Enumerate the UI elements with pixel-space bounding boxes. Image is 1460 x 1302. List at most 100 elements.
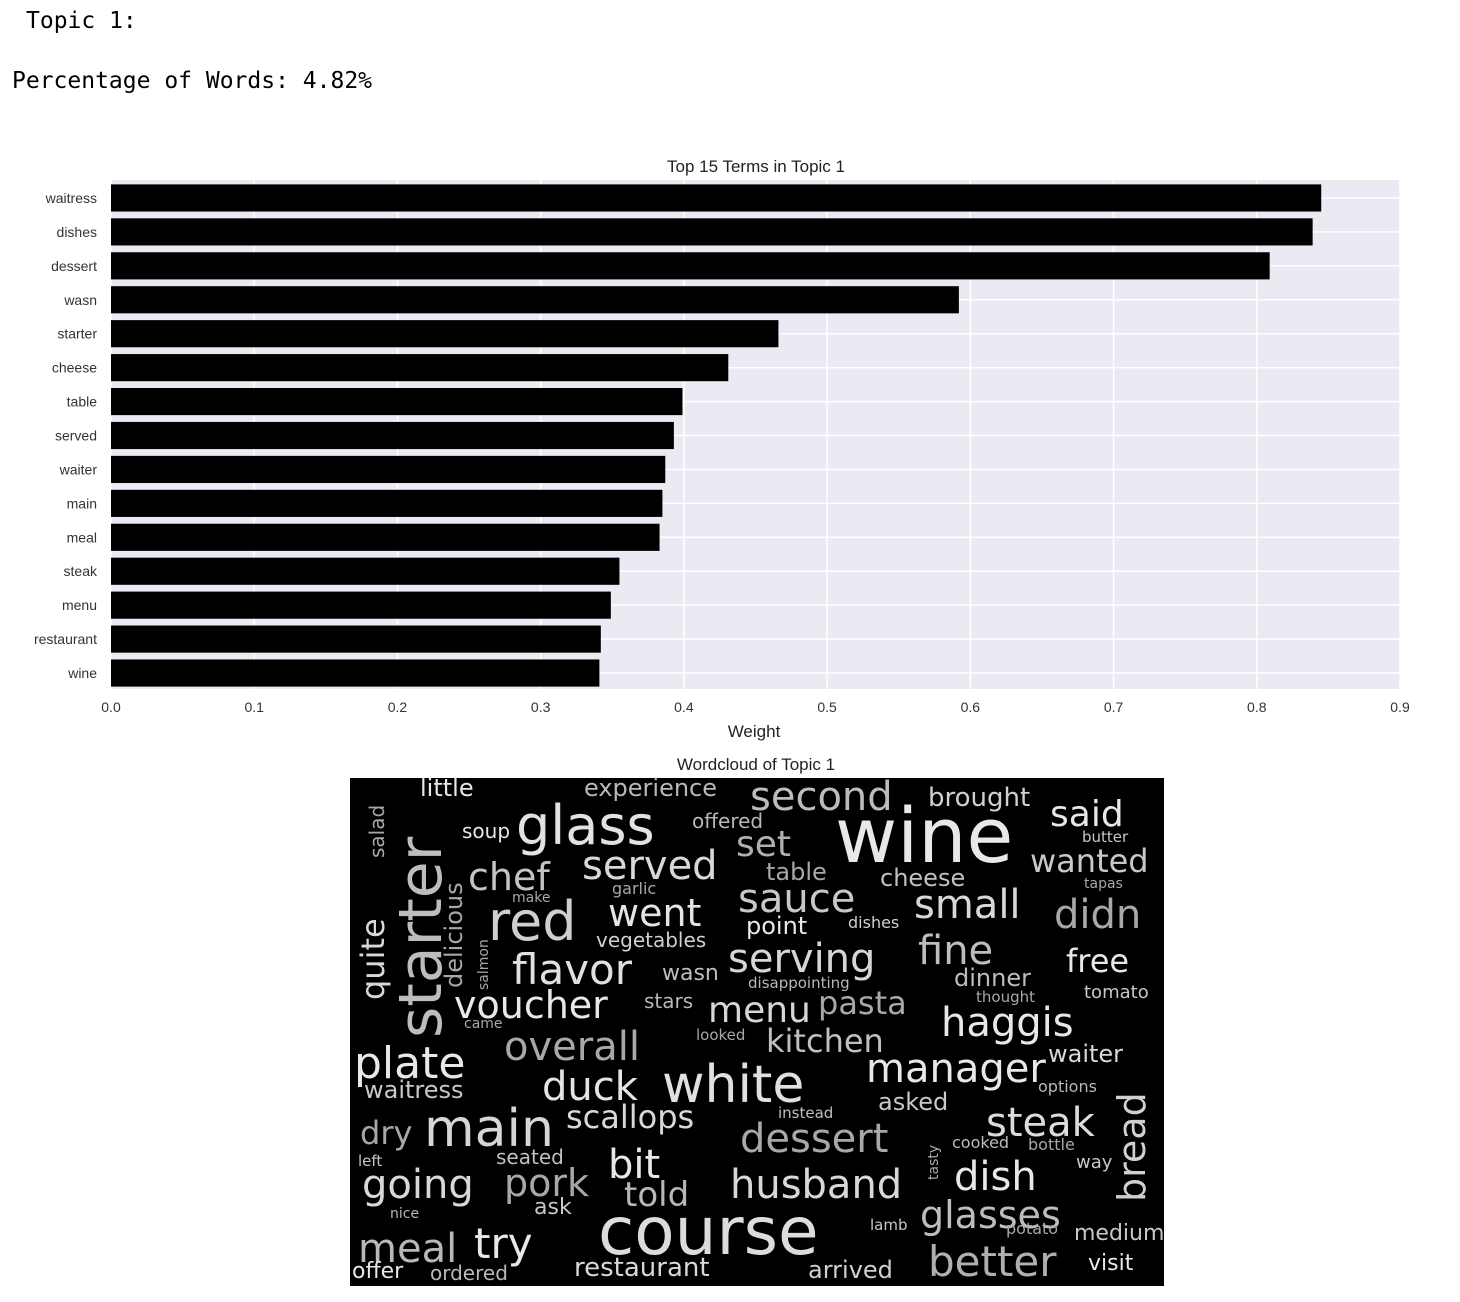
wordcloud-word: plate	[354, 1038, 465, 1089]
wordcloud-word: left	[358, 1152, 382, 1170]
wordcloud-word: soup	[462, 819, 510, 843]
wordcloud-word: came	[464, 1016, 503, 1032]
bar-chart: Top 15 Terms in Topic 1 waitress dishes de…	[34, 157, 1410, 741]
wordcloud-word: medium	[1074, 1221, 1164, 1246]
wordcloud-word: serving	[728, 936, 875, 982]
wordcloud-word: main	[424, 1099, 554, 1159]
x-tick-label: 0.7	[1104, 699, 1124, 715]
wordcloud-words: wine course glass starter white main red second…	[352, 774, 1164, 1286]
bar-wine	[111, 659, 600, 687]
wordcloud-word: dishes	[848, 913, 899, 932]
bar-restaurant	[111, 625, 601, 653]
bar-wasn	[111, 286, 959, 314]
wordcloud-word: small	[914, 882, 1021, 928]
x-tick-label: 0.0	[101, 699, 121, 715]
wordcloud-word: potato	[1006, 1219, 1058, 1238]
wordcloud-word: restaurant	[574, 1253, 710, 1283]
wordcloud-word: nice	[390, 1206, 419, 1222]
bar-dessert	[111, 252, 1270, 280]
wordcloud-word: bit	[608, 1142, 660, 1188]
bar-meal	[111, 523, 660, 551]
x-tick-label: 0.1	[244, 699, 264, 715]
wordcloud-word: wanted	[1030, 842, 1149, 880]
wordcloud-word: red	[488, 890, 577, 953]
wordcloud-word: visit	[1088, 1251, 1134, 1276]
wordcloud-word: instead	[778, 1104, 833, 1122]
wordcloud-word: make	[512, 890, 550, 906]
bar-menu	[111, 591, 611, 619]
wordcloud-word: flavor	[512, 945, 633, 994]
wordcloud-word: manager	[866, 1046, 1046, 1092]
wordcloud-word: lamb	[870, 1216, 908, 1234]
topic-heading: Topic 1:	[26, 8, 137, 34]
wordcloud-word: tapas	[1084, 876, 1123, 892]
wordcloud-word: went	[608, 891, 701, 935]
x-tick-label: 0.8	[1247, 699, 1267, 715]
bar-steak	[111, 557, 620, 585]
y-tick-label: served	[55, 428, 97, 444]
wordcloud-word: chef	[468, 855, 551, 899]
wordcloud-word: better	[928, 1237, 1057, 1286]
y-tick-label: steak	[64, 563, 98, 579]
wordcloud-word: second	[750, 774, 893, 820]
y-tick-label: waiter	[59, 461, 98, 477]
wordcloud-word: bottle	[1028, 1135, 1075, 1154]
y-tick-label: table	[67, 394, 98, 410]
bar-waitress	[111, 184, 1322, 212]
wordcloud-word: ask	[534, 1195, 572, 1220]
wordcloud-word: served	[582, 843, 718, 889]
wordcloud-word: vegetables	[596, 928, 706, 952]
wordcloud-word: quite	[354, 918, 392, 1000]
wordcloud-word: going	[362, 1162, 474, 1208]
x-tick-label: 0.2	[388, 699, 408, 715]
wordcloud-word: way	[1076, 1152, 1113, 1173]
y-tick-label: waitress	[45, 190, 97, 206]
x-tick-label: 0.5	[817, 699, 837, 715]
y-tick-labels: waitress dishes dessert wasn starter cheese ta…	[34, 190, 98, 681]
wordcloud-word: sauce	[738, 876, 855, 922]
y-tick-label: starter	[57, 326, 97, 342]
bar-cheese	[111, 354, 729, 382]
wordcloud-word: kitchen	[766, 1022, 884, 1060]
y-tick-label: wine	[67, 665, 97, 681]
wordcloud-word: duck	[542, 1064, 639, 1110]
wordcloud-word: try	[474, 1219, 533, 1268]
y-tick-label: menu	[62, 597, 97, 613]
wordcloud-word: pasta	[818, 984, 907, 1022]
bars	[111, 184, 1322, 687]
wordcloud-word: wasn	[662, 961, 719, 986]
bar-main	[111, 489, 663, 517]
bar-served	[111, 421, 674, 450]
x-tick-labels: 0.0 0.1 0.2 0.3 0.4 0.5 0.6 0.7 0.8 0.9	[101, 699, 1410, 715]
wordcloud-word: salmon	[476, 939, 492, 990]
y-tick-label: dessert	[51, 258, 97, 274]
wordcloud-word: options	[1038, 1077, 1097, 1096]
x-tick-label: 0.9	[1390, 699, 1410, 715]
y-tick-label: meal	[67, 529, 97, 545]
wordcloud-word: course	[598, 1193, 819, 1270]
wordcloud-word: stars	[644, 989, 693, 1013]
wordcloud-word: tomato	[1084, 982, 1149, 1003]
wordcloud-title: Wordcloud of Topic 1	[677, 755, 835, 774]
bar-starter	[111, 320, 779, 348]
wordcloud-word: butter	[1082, 828, 1129, 846]
wordcloud-word: asked	[878, 1088, 948, 1116]
wordcloud-word: dinner	[954, 964, 1031, 992]
x-axis-label: Weight	[728, 722, 781, 741]
wordcloud-word: waiter	[1048, 1040, 1123, 1068]
wordcloud-word: told	[624, 1175, 689, 1215]
wordcloud-word: disappointing	[748, 974, 850, 992]
y-tick-label: wasn	[63, 292, 97, 308]
wordcloud-word: cheese	[880, 864, 965, 892]
wordcloud-word: experience	[584, 774, 717, 802]
bar-dishes	[111, 218, 1313, 246]
y-tick-label: main	[67, 495, 97, 511]
wordcloud-canvas	[350, 778, 1164, 1286]
wordcloud-word: waitress	[364, 1076, 464, 1104]
wordcloud-word: thought	[976, 988, 1035, 1006]
wordcloud-word: dry	[360, 1114, 412, 1152]
wordcloud-word: said	[1050, 794, 1124, 835]
wordcloud-word: set	[736, 824, 791, 865]
bar-chart-title: Top 15 Terms in Topic 1	[667, 157, 845, 176]
wordcloud-word: scallops	[566, 1098, 694, 1136]
